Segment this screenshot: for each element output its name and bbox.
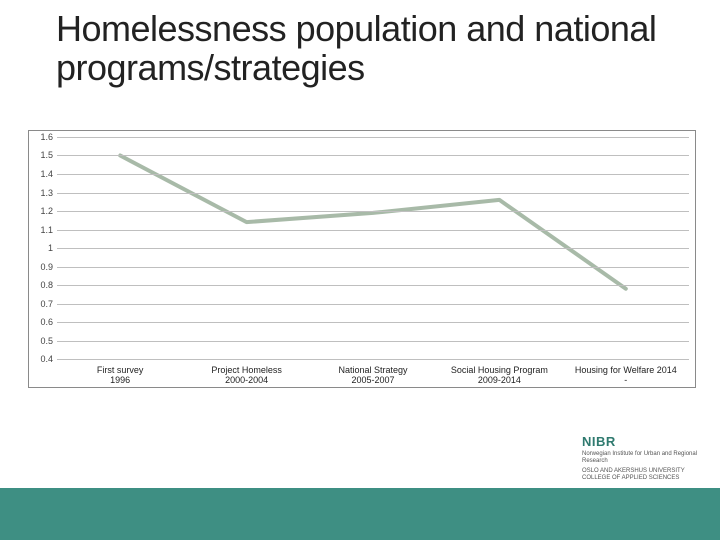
footer-logo: NIBR Norwegian Institute for Urban and R… [582,434,702,482]
gridline [57,137,689,138]
plot-area: 1.61.51.41.31.21.110.90.80.70.60.50.4Fir… [57,137,689,359]
x-tick-label: National Strategy2005-2007 [310,365,436,386]
gridline [57,230,689,231]
gridline [57,341,689,342]
gridline [57,193,689,194]
y-tick-label: 1.2 [33,206,53,216]
logo-subtext-1: Norwegian Institute for Urban and Region… [582,451,702,465]
gridline [57,322,689,323]
y-tick-label: 1.1 [33,225,53,235]
chart-container: 1.6 1.5 1.4 1.3 1.2 1.1 1 0.9 0.8 0.7 0.6 0.5 0.4 Fir… [28,130,696,388]
logo-text: NIBR [582,434,702,449]
gridline [57,267,689,268]
y-tick-label: 1.3 [33,188,53,198]
x-tick-label: Social Housing Program2009-2014 [436,365,562,386]
slide-title: Homelessness population and national pro… [56,10,676,88]
footer-bar [0,488,720,540]
x-tick-label: First survey1996 [57,365,183,386]
y-tick-label: 1.4 [33,169,53,179]
x-tick-label: Project Homeless2000-2004 [183,365,309,386]
gridline [57,155,689,156]
gridline [57,304,689,305]
y-tick-label: 1 [33,243,53,253]
y-tick-label: 0.5 [33,336,53,346]
logo-subtext-2: OSLO AND AKERSHUS UNIVERSITY COLLEGE OF … [582,468,702,482]
y-tick-label: 0.9 [33,262,53,272]
y-tick-label: 1.6 [33,132,53,142]
gridline [57,248,689,249]
gridline [57,211,689,212]
y-tick-label: 0.4 [33,354,53,364]
gridline [57,174,689,175]
y-tick-label: 0.6 [33,317,53,327]
gridline [57,285,689,286]
y-tick-label: 1.5 [33,150,53,160]
y-tick-label: 0.7 [33,299,53,309]
gridline [57,359,689,360]
y-tick-label: 0.8 [33,280,53,290]
x-tick-label: Housing for Welfare 2014- [563,365,689,386]
